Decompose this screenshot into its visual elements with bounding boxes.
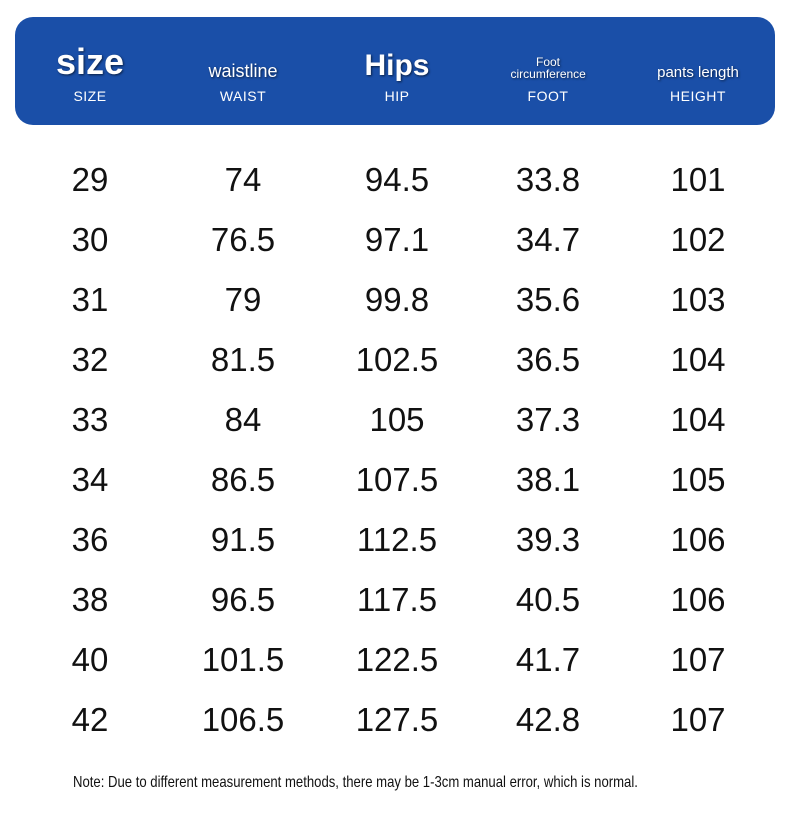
table-cell: 36	[71, 521, 109, 558]
table-cell: 94.5	[364, 161, 430, 198]
table-cell: 117.5	[356, 581, 438, 618]
header-column: pants length HEIGHT	[628, 17, 768, 125]
column-subtitle: HEIGHT	[670, 88, 726, 104]
table-cell: 104	[670, 401, 726, 438]
table-cell: 105	[670, 461, 726, 498]
table-cell: 102	[670, 221, 726, 258]
table-cell: 99.8	[364, 281, 430, 318]
table-cell: 38.1	[515, 461, 581, 498]
table-cell: 40.5	[515, 581, 581, 618]
table-cell: 41.7	[515, 641, 581, 678]
table-cell: 79	[224, 281, 262, 318]
table-cell: 96.5	[210, 581, 276, 618]
column-title: waistline	[208, 61, 278, 82]
table-cell: 86.5	[210, 461, 276, 498]
table-cell: 97.1	[364, 221, 430, 258]
table-cell: 122.5	[355, 641, 439, 678]
table-cell: 127.5	[355, 701, 439, 738]
table-cell: 33.8	[515, 161, 581, 198]
table-cell: 34	[71, 461, 109, 498]
table-cell: 106	[670, 521, 726, 558]
column-subtitle: SIZE	[73, 88, 107, 104]
table-cell: 102.5	[355, 341, 439, 378]
column-subtitle: FOOT	[527, 88, 569, 104]
column-title: Foot circumference	[510, 54, 586, 82]
table-cell: 105	[369, 401, 425, 438]
table-cell: 33	[71, 401, 109, 438]
table-cell: 101	[670, 161, 726, 198]
header-column: size SIZE	[20, 17, 160, 125]
table-cell: 101.5	[201, 641, 285, 678]
column-subtitle: WAIST	[219, 88, 267, 104]
column-subtitle: HIP	[384, 88, 410, 104]
table-cell: 42.8	[515, 701, 581, 738]
table-cell: 31	[71, 281, 109, 318]
table-cell: 39.3	[515, 521, 581, 558]
table-cell: 35.6	[515, 281, 581, 318]
table-cell: 32	[71, 341, 109, 378]
table-cell: 104	[670, 341, 726, 378]
table-cell: 91.5	[210, 521, 276, 558]
table-cell: 107.5	[355, 461, 439, 498]
table-cell: 84	[224, 401, 262, 438]
table-cell: 106	[670, 581, 726, 618]
header-column: Foot circumference FOOT	[478, 17, 618, 125]
table-cell: 40	[71, 641, 109, 678]
column-title: Hips	[364, 48, 430, 82]
table-cell: 37.3	[515, 401, 581, 438]
note: Note: Due to different measurement metho…	[73, 774, 638, 791]
table-cell: 36.5	[515, 341, 581, 378]
table-cell: 30	[71, 221, 109, 258]
header-column: waistline WAIST	[173, 17, 313, 125]
header-column: Hips HIP	[327, 17, 467, 125]
table-cell: 42	[71, 701, 109, 738]
table-cell: 112.5	[356, 521, 438, 558]
table-cell: 76.5	[210, 221, 276, 258]
table-cell: 29	[71, 161, 109, 198]
table-cell: 107	[670, 641, 726, 678]
column-title: pants length	[657, 64, 739, 82]
header-bar: size SIZE waistline WAIST Hips HIP Foot circum…	[15, 17, 775, 125]
table-cell: 106.5	[201, 701, 285, 738]
table-cell: 81.5	[210, 341, 276, 378]
column-title: size	[55, 41, 125, 83]
table-cell: 38	[71, 581, 109, 618]
table-cell: 34.7	[515, 221, 581, 258]
table-cell: 107	[670, 701, 726, 738]
table-cell: 74	[224, 161, 262, 198]
table-cell: 103	[670, 281, 726, 318]
